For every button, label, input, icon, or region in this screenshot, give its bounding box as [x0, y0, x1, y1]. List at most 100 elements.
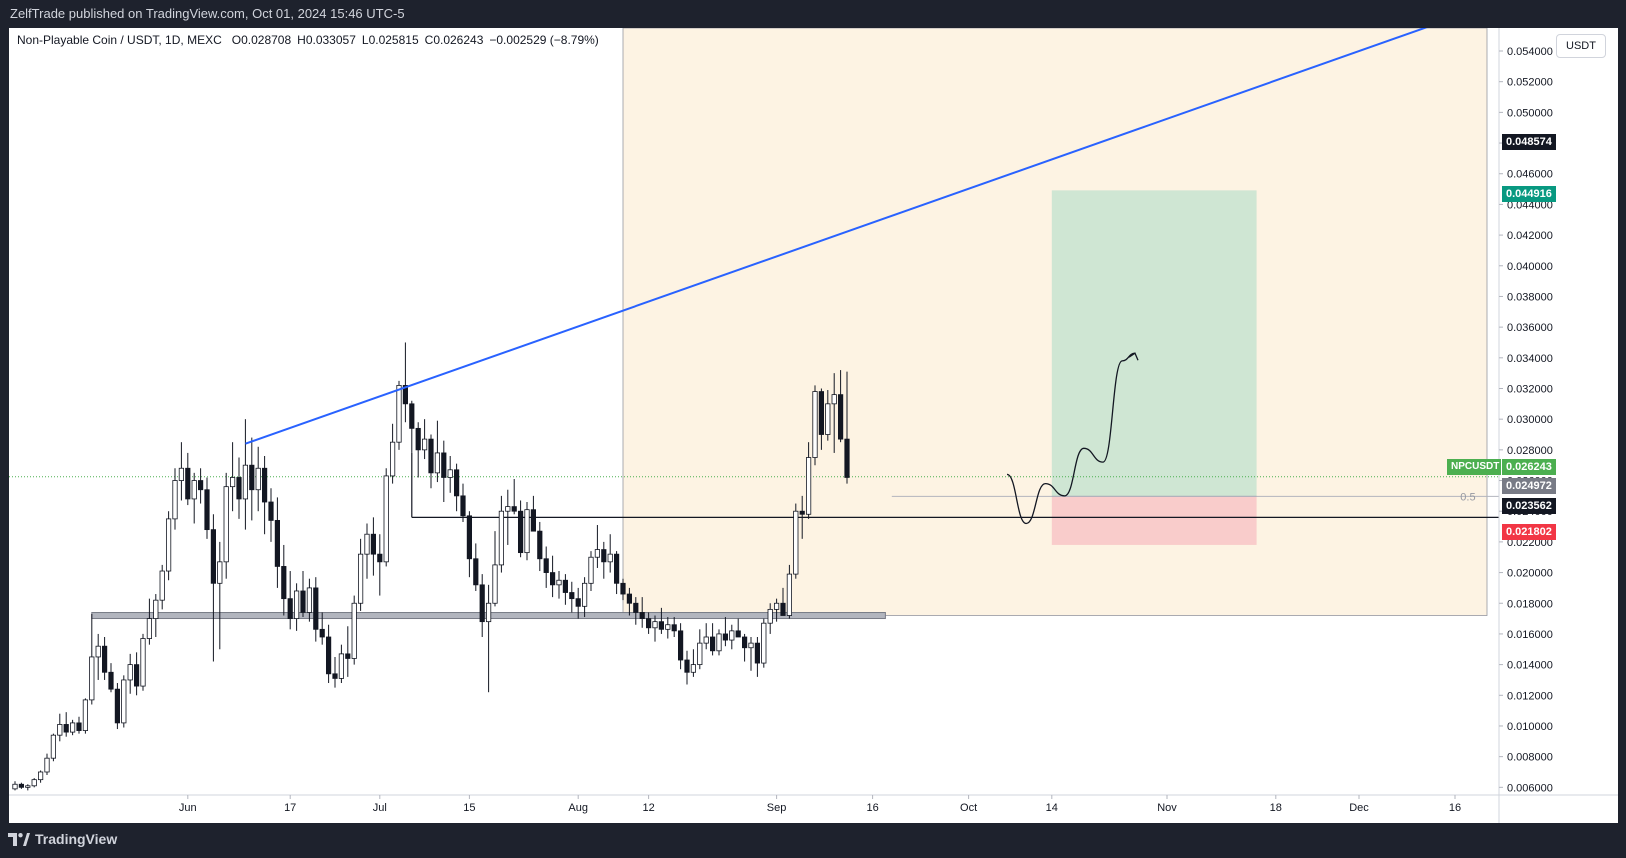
candle-body — [249, 464, 255, 491]
currency-button[interactable]: USDT — [1556, 34, 1606, 58]
y-tick-label: 0.054000 — [1507, 46, 1553, 58]
projection-path — [1006, 352, 1136, 525]
x-tick-label: 15 — [463, 802, 475, 814]
candle-body — [780, 602, 786, 616]
candle-body — [710, 636, 716, 652]
candle-body — [82, 699, 88, 731]
candle-body — [569, 592, 575, 600]
chart-panel[interactable]: 0.50.0540000.0520000.0500000.0480000.046… — [9, 28, 1618, 823]
tradingview-logo[interactable]: TradingView — [8, 831, 117, 847]
candle-body — [614, 553, 620, 584]
candle-body — [639, 612, 645, 619]
y-tick-label: 0.038000 — [1507, 291, 1553, 303]
price-tag-entry: 0.023562 — [1502, 498, 1556, 514]
y-tick-label: 0.036000 — [1507, 322, 1553, 334]
candle-body — [172, 480, 178, 520]
candle-body — [70, 722, 76, 733]
candle-body — [799, 510, 805, 515]
candle-body — [505, 506, 511, 512]
candle-body — [658, 621, 665, 630]
price-tag-fib: 0.024972 — [1502, 478, 1556, 494]
y-tick-label: 0.034000 — [1507, 353, 1553, 365]
candle-body — [582, 582, 588, 607]
x-tick-label: 16 — [1449, 802, 1461, 814]
candle-body — [89, 656, 95, 701]
candle-body — [261, 467, 268, 503]
candle-body — [351, 602, 357, 659]
price-chart[interactable]: 0.50.0540000.0520000.0500000.0480000.046… — [9, 28, 1618, 823]
x-tick-label: Jul — [373, 802, 387, 814]
candle-body — [223, 486, 229, 563]
candle-body — [31, 779, 37, 787]
candle-body — [306, 587, 313, 613]
price-tag-last: 0.026243 — [1502, 459, 1556, 475]
ohlc-high: H0.033057 — [297, 33, 356, 47]
x-tick-label: Oct — [960, 802, 977, 814]
candle-body — [473, 558, 479, 586]
y-tick-label: 0.008000 — [1507, 752, 1553, 764]
candle-body — [300, 590, 306, 613]
candle-body — [370, 533, 377, 555]
candle-body — [281, 566, 287, 600]
candle-body — [498, 510, 505, 566]
candle-body — [453, 469, 460, 497]
candle-body — [690, 664, 697, 673]
candle-body — [524, 509, 530, 554]
candle-body — [127, 664, 133, 681]
candle-body — [434, 452, 441, 474]
candle-body — [485, 602, 492, 623]
candle-body — [754, 642, 761, 664]
candle-body — [76, 722, 82, 731]
candle-body — [575, 598, 581, 607]
candle-body — [50, 734, 57, 759]
x-tick-label: 12 — [642, 802, 654, 814]
candle-body — [396, 385, 402, 443]
long-position-stop-zone — [1051, 496, 1257, 545]
candle-body — [140, 638, 146, 687]
candle-body — [421, 438, 428, 451]
y-tick-label: 0.018000 — [1507, 598, 1553, 610]
candle-body — [242, 464, 248, 500]
candle-body — [415, 427, 421, 451]
candle-body — [537, 530, 543, 560]
candle-body — [761, 622, 767, 664]
candle-body — [332, 673, 338, 679]
ohlc-open: O0.028708 — [231, 33, 292, 47]
price-tag-target: 0.044916 — [1502, 186, 1556, 202]
candle-body — [626, 593, 633, 604]
candle-body — [793, 510, 799, 575]
candle-body — [601, 549, 607, 563]
candle-body — [697, 642, 703, 666]
candle-body — [134, 664, 140, 687]
candle-body — [185, 467, 191, 500]
candle-body — [357, 553, 364, 604]
candle-body — [153, 599, 159, 619]
candle-body — [812, 391, 818, 458]
candle-body — [665, 624, 671, 630]
candle-body — [313, 587, 319, 630]
price-tag-top-level: 0.048574 — [1502, 134, 1556, 150]
x-tick-label: Aug — [568, 802, 588, 814]
candle-body — [236, 477, 242, 500]
candle-body — [383, 475, 389, 563]
candle-body — [607, 553, 613, 563]
x-tick-label: Nov — [1157, 802, 1177, 814]
candle-body — [684, 659, 690, 673]
rising-trendline — [245, 28, 1428, 445]
candle-body — [204, 489, 210, 531]
candle-body — [165, 518, 172, 572]
x-tick-label: 14 — [1046, 802, 1058, 814]
candle-body — [121, 679, 127, 724]
candle-body — [748, 642, 754, 649]
symbol-legend: Non-Playable Coin / USDT, 1D, MEXC O0.02… — [17, 33, 599, 47]
candle-body — [722, 633, 729, 641]
candle-body — [95, 645, 101, 658]
candle-body — [703, 636, 709, 644]
candle-body — [447, 469, 453, 478]
candle-body — [556, 579, 562, 586]
candle-body — [460, 495, 466, 517]
candle-body — [114, 688, 120, 724]
candle-body — [786, 573, 793, 616]
candle-body — [774, 602, 780, 610]
candle-body — [18, 783, 24, 788]
